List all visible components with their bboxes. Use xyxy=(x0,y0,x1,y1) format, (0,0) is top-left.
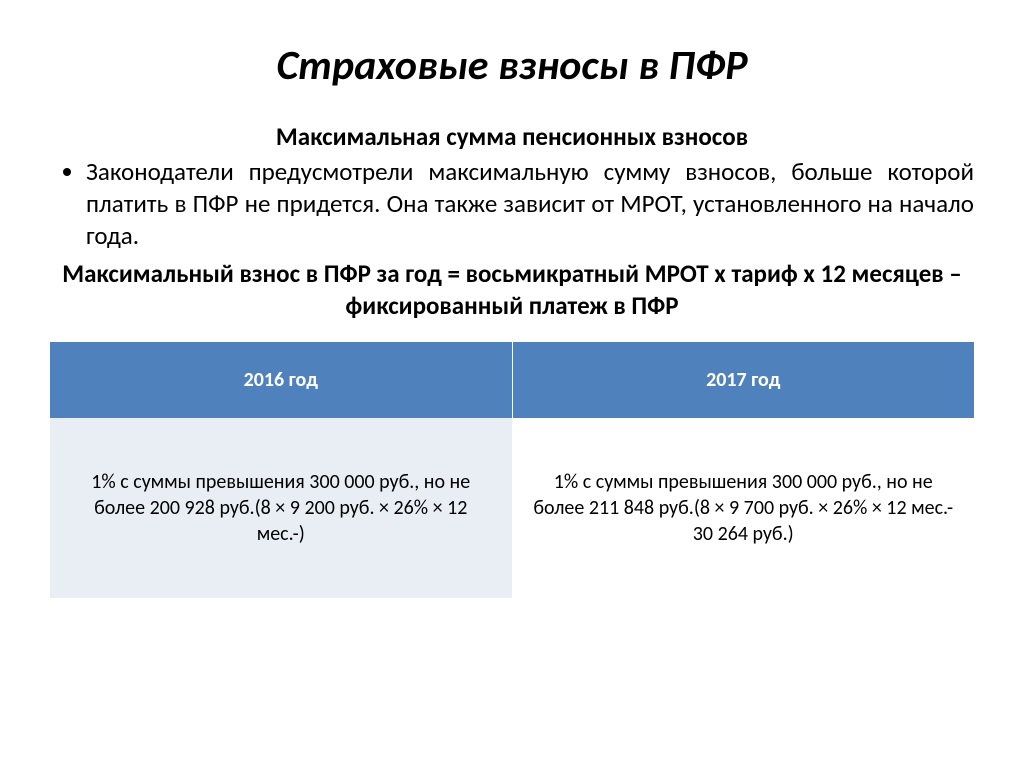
slide: Страховые взносы в ПФР Максимальная сумм… xyxy=(0,0,1024,767)
table-header-row: 2016 год 2017 год xyxy=(50,342,974,418)
table-cell-2017: 1% с суммы превышения 300 000 руб., но н… xyxy=(512,418,974,598)
table-cell-2016: 1% с суммы превышения 300 000 руб., но н… xyxy=(50,418,512,598)
subtitle: Максимальная сумма пенсионных взносов xyxy=(50,121,974,152)
bullet-list: Законодатели предусмотрели максимальную … xyxy=(50,156,974,252)
table-header-2017: 2017 год xyxy=(512,342,974,418)
slide-title: Страховые взносы в ПФР xyxy=(50,40,974,91)
formula-text: Максимальный взнос в ПФР за год = восьми… xyxy=(50,258,974,322)
bullet-item: Законодатели предусмотрели максимальную … xyxy=(86,156,974,252)
table-row: 1% с суммы превышения 300 000 руб., но н… xyxy=(50,418,974,598)
table-header-2016: 2016 год xyxy=(50,342,512,418)
comparison-table: 2016 год 2017 год 1% с суммы превышения … xyxy=(50,342,974,598)
